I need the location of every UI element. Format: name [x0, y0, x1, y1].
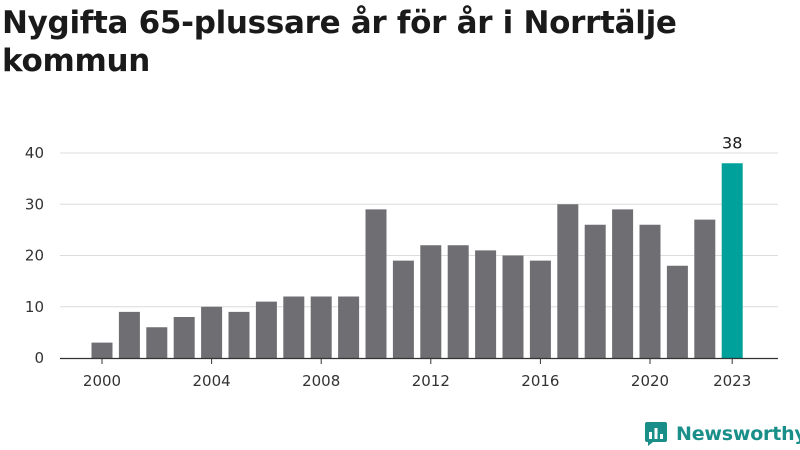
bar-2002 — [146, 327, 168, 358]
bar-2017 — [557, 204, 579, 358]
bar-2011 — [392, 260, 414, 358]
bar-2013 — [447, 245, 469, 358]
bar-2023 — [721, 163, 743, 358]
x-tick-label-2012: 2012 — [412, 372, 450, 390]
bar-2012 — [420, 245, 442, 358]
x-tick-label-2020: 2020 — [631, 372, 669, 390]
x-tick-label-2008: 2008 — [302, 372, 340, 390]
bar-2003 — [173, 317, 195, 358]
bar-2018 — [584, 224, 606, 358]
bar-2021 — [666, 265, 688, 358]
newsworthy-logo-icon — [645, 422, 667, 446]
bar-2016 — [529, 260, 551, 358]
bar-2005 — [228, 311, 250, 358]
bar-2009 — [338, 296, 360, 358]
bar-2000 — [91, 342, 113, 358]
bar-2010 — [365, 209, 387, 358]
bar-2022 — [694, 219, 716, 358]
data-label-2023: 38 — [722, 133, 742, 152]
y-tick-label-0: 0 — [34, 349, 44, 367]
data-labels: 38 — [722, 133, 742, 152]
bar-2019 — [612, 209, 634, 358]
y-tick-label-40: 40 — [25, 144, 44, 162]
y-tick-label-30: 30 — [25, 195, 44, 213]
x-tick-label-2000: 2000 — [83, 372, 121, 390]
bar-2008 — [310, 296, 332, 358]
x-tick-label-2016: 2016 — [521, 372, 559, 390]
y-axis-ticks: 0 10 20 30 40 — [25, 144, 44, 367]
bar-2014 — [475, 250, 497, 358]
bar-2004 — [201, 306, 223, 358]
bar-2006 — [255, 301, 277, 358]
y-tick-label-20: 20 — [25, 247, 44, 265]
bars — [91, 163, 743, 358]
bar-2020 — [639, 224, 661, 358]
brand-logo: Newsworthy — [644, 420, 800, 448]
bar-2015 — [502, 255, 524, 358]
bar-2007 — [283, 296, 305, 358]
x-tick-label-2004: 2004 — [193, 372, 231, 390]
x-axis-ticks: 2000 2004 2008 2012 2016 2020 2023 — [83, 358, 751, 390]
y-tick-label-10: 10 — [25, 298, 44, 316]
brand-name: Newsworthy — [676, 423, 800, 445]
bar-2001 — [118, 311, 140, 358]
x-tick-label-2023: 2023 — [713, 372, 751, 390]
chart-title: Nygifta 65-plussare år för år i Norrtälj… — [2, 5, 677, 79]
